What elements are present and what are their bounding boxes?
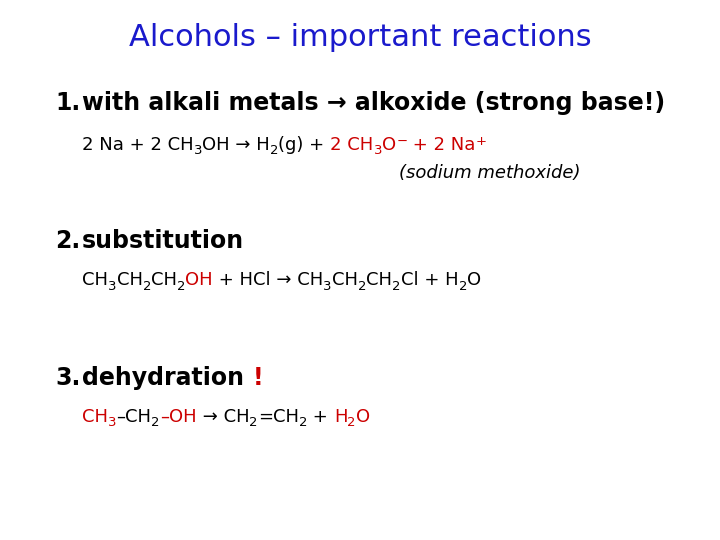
Text: –CH: –CH (117, 408, 151, 426)
Text: +: + (476, 135, 487, 148)
Text: + HCl → CH: + HCl → CH (213, 271, 323, 289)
Text: 2: 2 (249, 416, 258, 429)
Text: CH: CH (366, 271, 392, 289)
Text: OH: OH (186, 271, 213, 289)
Text: 2: 2 (270, 145, 279, 158)
Text: substitution: substitution (82, 229, 244, 253)
Text: =CH: =CH (258, 408, 299, 426)
Text: 3: 3 (108, 280, 117, 293)
Text: O: O (356, 408, 370, 426)
Text: CH: CH (151, 271, 177, 289)
Text: CH: CH (117, 271, 143, 289)
Text: 3: 3 (374, 145, 382, 158)
Text: 2: 2 (392, 280, 401, 293)
Text: CH: CH (332, 271, 358, 289)
Text: 2.: 2. (55, 229, 80, 253)
Text: (g) +: (g) + (279, 136, 330, 154)
Text: 2: 2 (177, 280, 186, 293)
Text: 1.: 1. (55, 91, 80, 115)
Text: CH: CH (82, 271, 108, 289)
Text: OH → H: OH → H (202, 136, 270, 154)
Text: +: + (307, 408, 334, 426)
Text: → CH: → CH (197, 408, 249, 426)
Text: 3: 3 (323, 280, 332, 293)
Text: 3: 3 (194, 145, 202, 158)
Text: –OH: –OH (160, 408, 197, 426)
Text: 2: 2 (347, 416, 356, 429)
Text: (sodium methoxide): (sodium methoxide) (400, 164, 581, 182)
Text: 2 Na + 2 CH: 2 Na + 2 CH (82, 136, 194, 154)
Text: CH: CH (82, 408, 108, 426)
Text: O: O (467, 271, 481, 289)
Text: dehydration: dehydration (82, 366, 252, 390)
Text: 2: 2 (459, 280, 467, 293)
Text: 3.: 3. (55, 366, 81, 390)
Text: H: H (334, 408, 347, 426)
Text: Cl + H: Cl + H (401, 271, 459, 289)
Text: O: O (382, 136, 396, 154)
Text: 2: 2 (299, 416, 307, 429)
Text: 3: 3 (108, 416, 117, 429)
Text: 2: 2 (143, 280, 151, 293)
Text: Alcohols – important reactions: Alcohols – important reactions (129, 24, 591, 52)
Text: 2: 2 (358, 280, 366, 293)
Text: + 2 Na: + 2 Na (408, 136, 476, 154)
Text: 2 CH: 2 CH (330, 136, 374, 154)
Text: 2: 2 (151, 416, 160, 429)
Text: !: ! (252, 366, 263, 390)
Text: −: − (396, 135, 408, 148)
Text: with alkali metals → alkoxide (strong base!): with alkali metals → alkoxide (strong ba… (82, 91, 665, 115)
